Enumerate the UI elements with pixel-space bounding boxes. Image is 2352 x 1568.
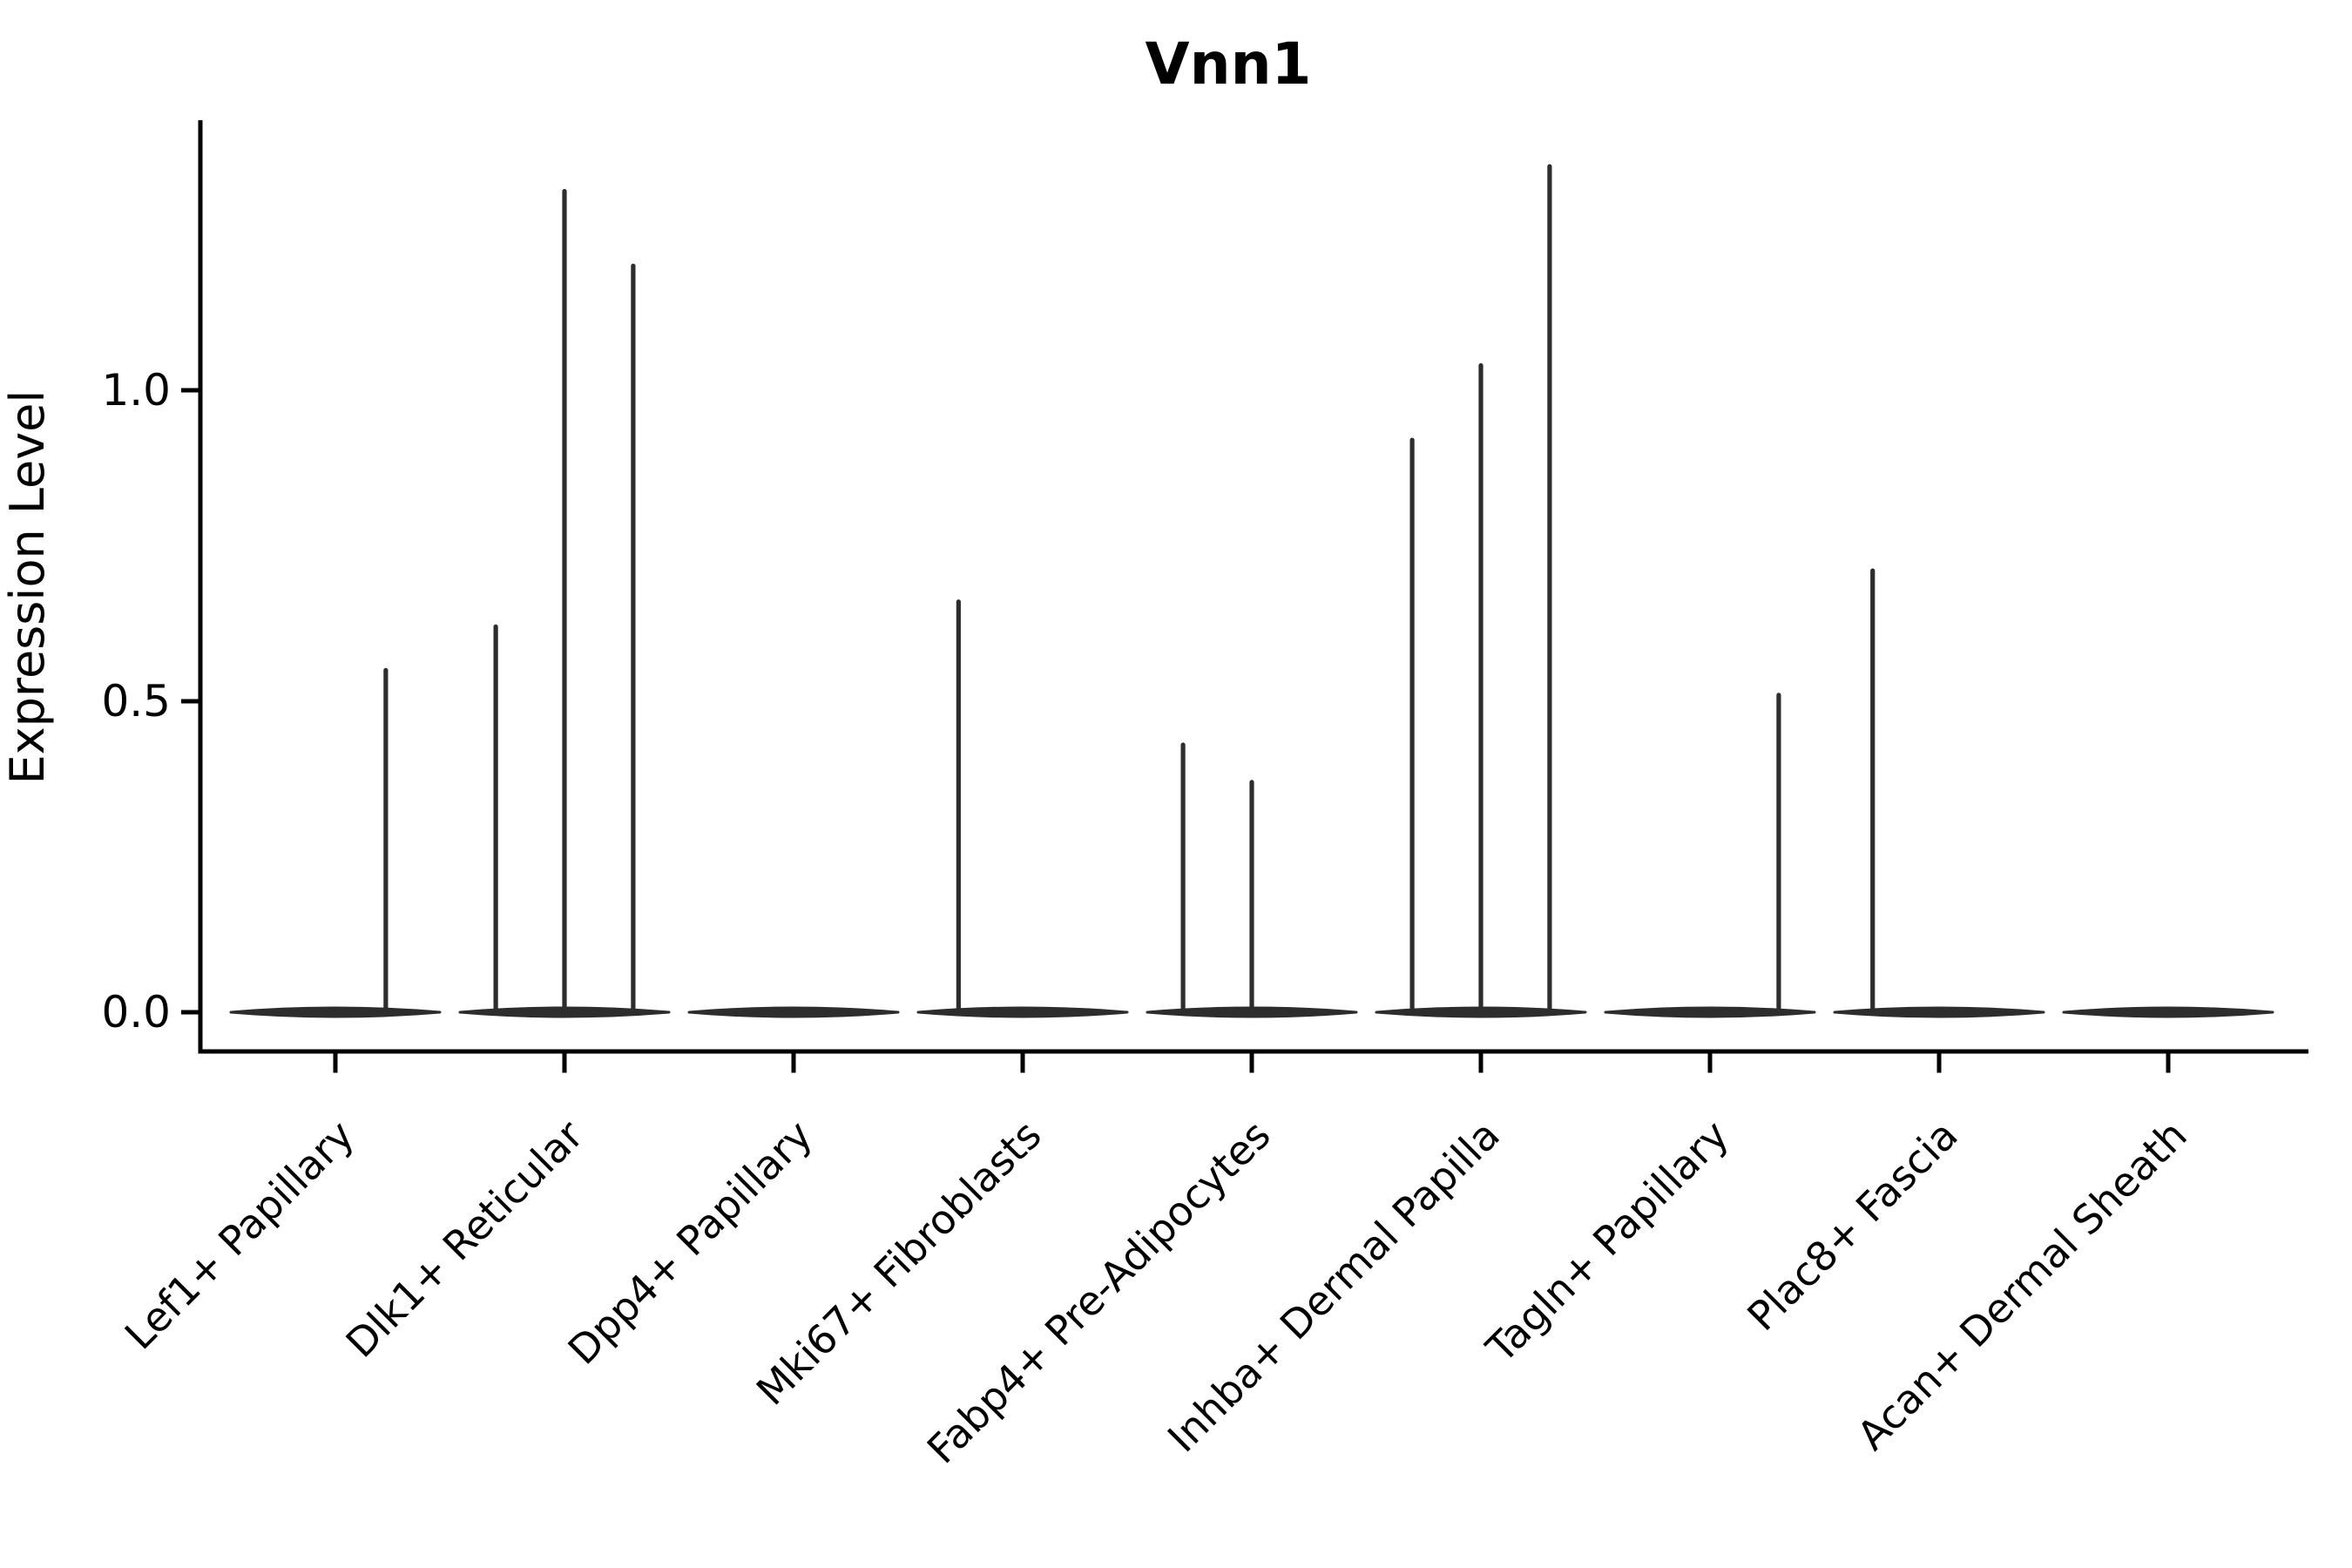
x-tick-label: Dpp4+ Papillary (559, 1112, 821, 1374)
violin-baseline (916, 1006, 1129, 1018)
x-tick-label: Plac8+ Fascia (1738, 1112, 1966, 1340)
x-tick-label: Lef1+ Papillary (116, 1112, 363, 1359)
y-axis-label: Expression Level (0, 390, 55, 785)
violin-baseline (2062, 1006, 2274, 1018)
violins (229, 164, 2274, 1018)
y-tick-label: 0.0 (101, 987, 171, 1037)
x-axis-ticks (333, 1053, 2171, 1073)
x-tick-label: Tagln+ Papillary (1477, 1112, 1738, 1373)
violin-baseline (229, 1006, 442, 1018)
violin-baseline (1833, 1006, 2045, 1018)
plot-title: Vnn1 (1146, 30, 1312, 98)
x-tick-label: Dlk1+ Reticular (337, 1112, 592, 1367)
violin-baseline (1604, 1006, 1816, 1018)
y-tick-label: 0.5 (101, 676, 171, 727)
violin-baseline (687, 1006, 900, 1018)
y-axis-ticks: 0.0 0.5 1.0 (101, 365, 200, 1037)
y-tick-label: 1.0 (101, 365, 171, 416)
axes-spines (198, 120, 2308, 1054)
